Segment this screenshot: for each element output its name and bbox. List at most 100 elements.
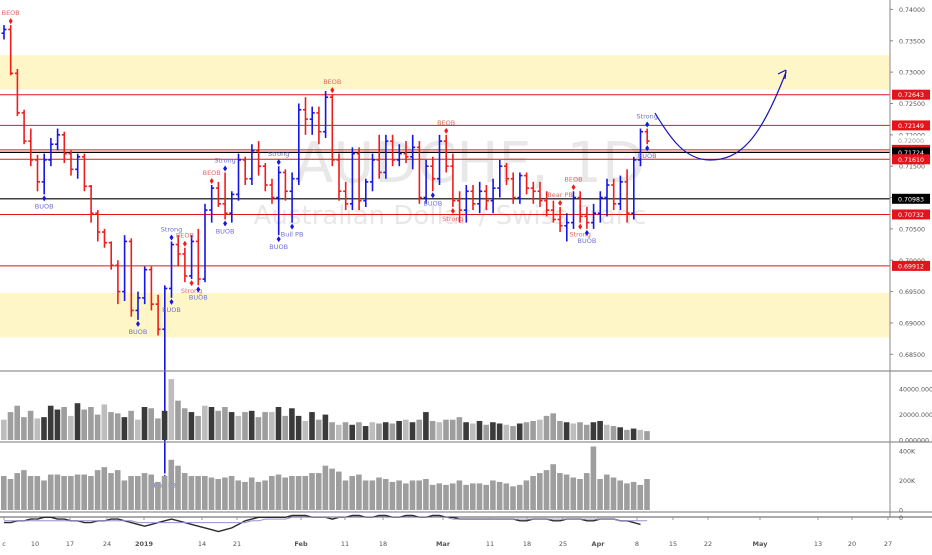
ohlc-bar [323, 90, 329, 138]
ohlc-bar [169, 241, 174, 298]
price-badge-label: 0.70983 [898, 196, 924, 203]
volume-bar [449, 419, 456, 440]
signal-marker [136, 320, 140, 327]
ohlc-bar [329, 94, 335, 167]
ohlc-bar [483, 185, 489, 211]
tick-volume-bar [47, 474, 54, 510]
volume-bar [577, 422, 583, 440]
tick-volume-bar [403, 483, 409, 510]
tick-volume-bar [429, 484, 436, 510]
volume-bar [396, 420, 402, 440]
volume-bar [376, 423, 382, 440]
price-badge-label: 0.72000 [898, 138, 924, 145]
x-tick-label: 8 [635, 540, 639, 548]
ohlc-bar [577, 191, 583, 223]
tick-volume-bar [570, 477, 577, 510]
watermark-symbol: AUDCHF, 1D [295, 131, 645, 196]
ohlc-bar [142, 266, 148, 305]
ohlc-bar [316, 106, 322, 145]
ohlc-bar [289, 172, 295, 223]
price-tick-label: 0.73500 [899, 38, 925, 45]
volume-bar [476, 420, 483, 440]
volume-bar [269, 412, 275, 440]
volume-bar [235, 415, 242, 440]
tick-volume-bar [630, 481, 637, 510]
volume-bar [289, 408, 295, 440]
tick-volume-bar [617, 480, 623, 510]
volume-bar [630, 428, 637, 440]
ohlc-bar [403, 141, 409, 164]
volume-bar [604, 424, 610, 440]
volume-bar [61, 407, 67, 440]
ohlc-bar [504, 163, 509, 185]
volume-bar [148, 408, 154, 440]
signal-marker [276, 159, 281, 166]
ohlc-bar [631, 156, 637, 220]
signal-label: BUOB [423, 199, 442, 207]
tick-volume-bar [195, 476, 201, 510]
ohlc-bar [262, 163, 268, 192]
signal-label: BUOB [162, 306, 181, 314]
signal-marker [169, 298, 174, 305]
ohlc-bar [249, 144, 255, 185]
volume-bar [135, 419, 141, 440]
volume-bar [34, 418, 41, 440]
tick-volume-bar [543, 470, 550, 510]
tick-volume-bar [121, 480, 128, 510]
tick-volume-bar [604, 474, 610, 510]
tick-volume-bar [81, 474, 87, 510]
ohlc-bar [343, 181, 349, 211]
volume-bar [295, 415, 302, 440]
x-tick-label: 10 [31, 540, 39, 548]
tick-volume-bar [376, 477, 382, 510]
volume-bar [168, 379, 175, 440]
signal-marker [444, 127, 449, 134]
x-tick-label: 24 [103, 540, 111, 548]
signal-label: BUOB [638, 152, 657, 160]
ohlc-bar [450, 153, 456, 207]
x-tick-label: 14 [198, 540, 206, 548]
ohlc-bar [122, 235, 128, 302]
tick-volume-bar [128, 476, 134, 510]
tick-volume-bar [255, 481, 262, 510]
tick-volume-bar [550, 464, 556, 510]
signal-label: BEOB [564, 175, 582, 183]
volume-bar [557, 420, 563, 440]
tick-volume-bar [148, 474, 154, 510]
volume-bar [590, 422, 597, 440]
volume-bar [403, 419, 409, 440]
volume-bar [202, 405, 208, 440]
ohlc-bar [410, 134, 416, 170]
volume-bar [617, 427, 623, 440]
tick-volume-bar [516, 484, 523, 510]
projection-arrow-head [777, 69, 787, 80]
price-tick-label: 0.70500 [899, 226, 925, 233]
tick-volume-bar [248, 477, 255, 510]
volume-bar [523, 422, 530, 440]
tick-volume-bar [27, 476, 34, 510]
tick-volume-bar [188, 476, 195, 510]
volume-bar [195, 415, 201, 440]
ohlc-bar [470, 185, 476, 211]
volume-bar [54, 409, 61, 440]
price-badge [892, 260, 930, 271]
volume-bar [208, 407, 215, 440]
volume-bar [456, 417, 463, 440]
tick-volume-bar [41, 480, 47, 510]
signal-marker [189, 280, 194, 287]
x-tick-label: 27 [884, 540, 892, 548]
ohlc-bar [530, 181, 536, 204]
volume-bar [483, 424, 489, 440]
tick-volume-bar [449, 483, 456, 510]
volume-bar [181, 408, 188, 440]
ohlc-bar [1, 25, 7, 40]
tick-volume-bar [74, 474, 81, 510]
ohlc-bar [376, 134, 382, 179]
tick-volume-bar [181, 473, 188, 510]
tick-volume-bar [54, 474, 61, 510]
tick-volume-bar [309, 473, 315, 510]
tick-volume-bar [34, 476, 41, 510]
tick-volume-bar [322, 465, 329, 510]
signal-label: BUOB [189, 293, 208, 301]
